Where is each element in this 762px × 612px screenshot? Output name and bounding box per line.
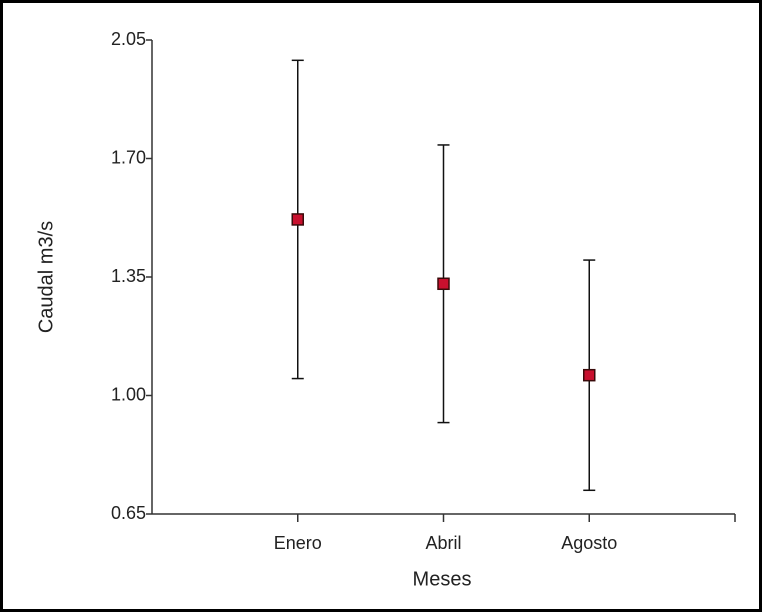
y-tick-label: 1.35 <box>111 266 146 286</box>
y-tick-label: 1.70 <box>111 147 146 167</box>
y-tick-label: 0.65 <box>111 503 146 523</box>
marker <box>438 278 449 289</box>
y-tick-label: 2.05 <box>111 29 146 49</box>
x-tick-label: Enero <box>274 533 322 553</box>
marker <box>292 214 303 225</box>
x-tick-label: Agosto <box>561 533 617 553</box>
x-axis-label: Meses <box>413 568 472 590</box>
y-tick-label: 1.00 <box>111 384 146 404</box>
marker <box>584 370 595 381</box>
x-tick-label: Abril <box>425 533 461 553</box>
y-axis-label: Caudal m3/s <box>35 221 57 333</box>
chart: Meses Caudal m3/s 0.65 1.00 1.35 1.70 2.05 En… <box>0 0 762 612</box>
page: Meses Caudal m3/s 0.65 1.00 1.35 1.70 2.05 En… <box>0 0 762 612</box>
